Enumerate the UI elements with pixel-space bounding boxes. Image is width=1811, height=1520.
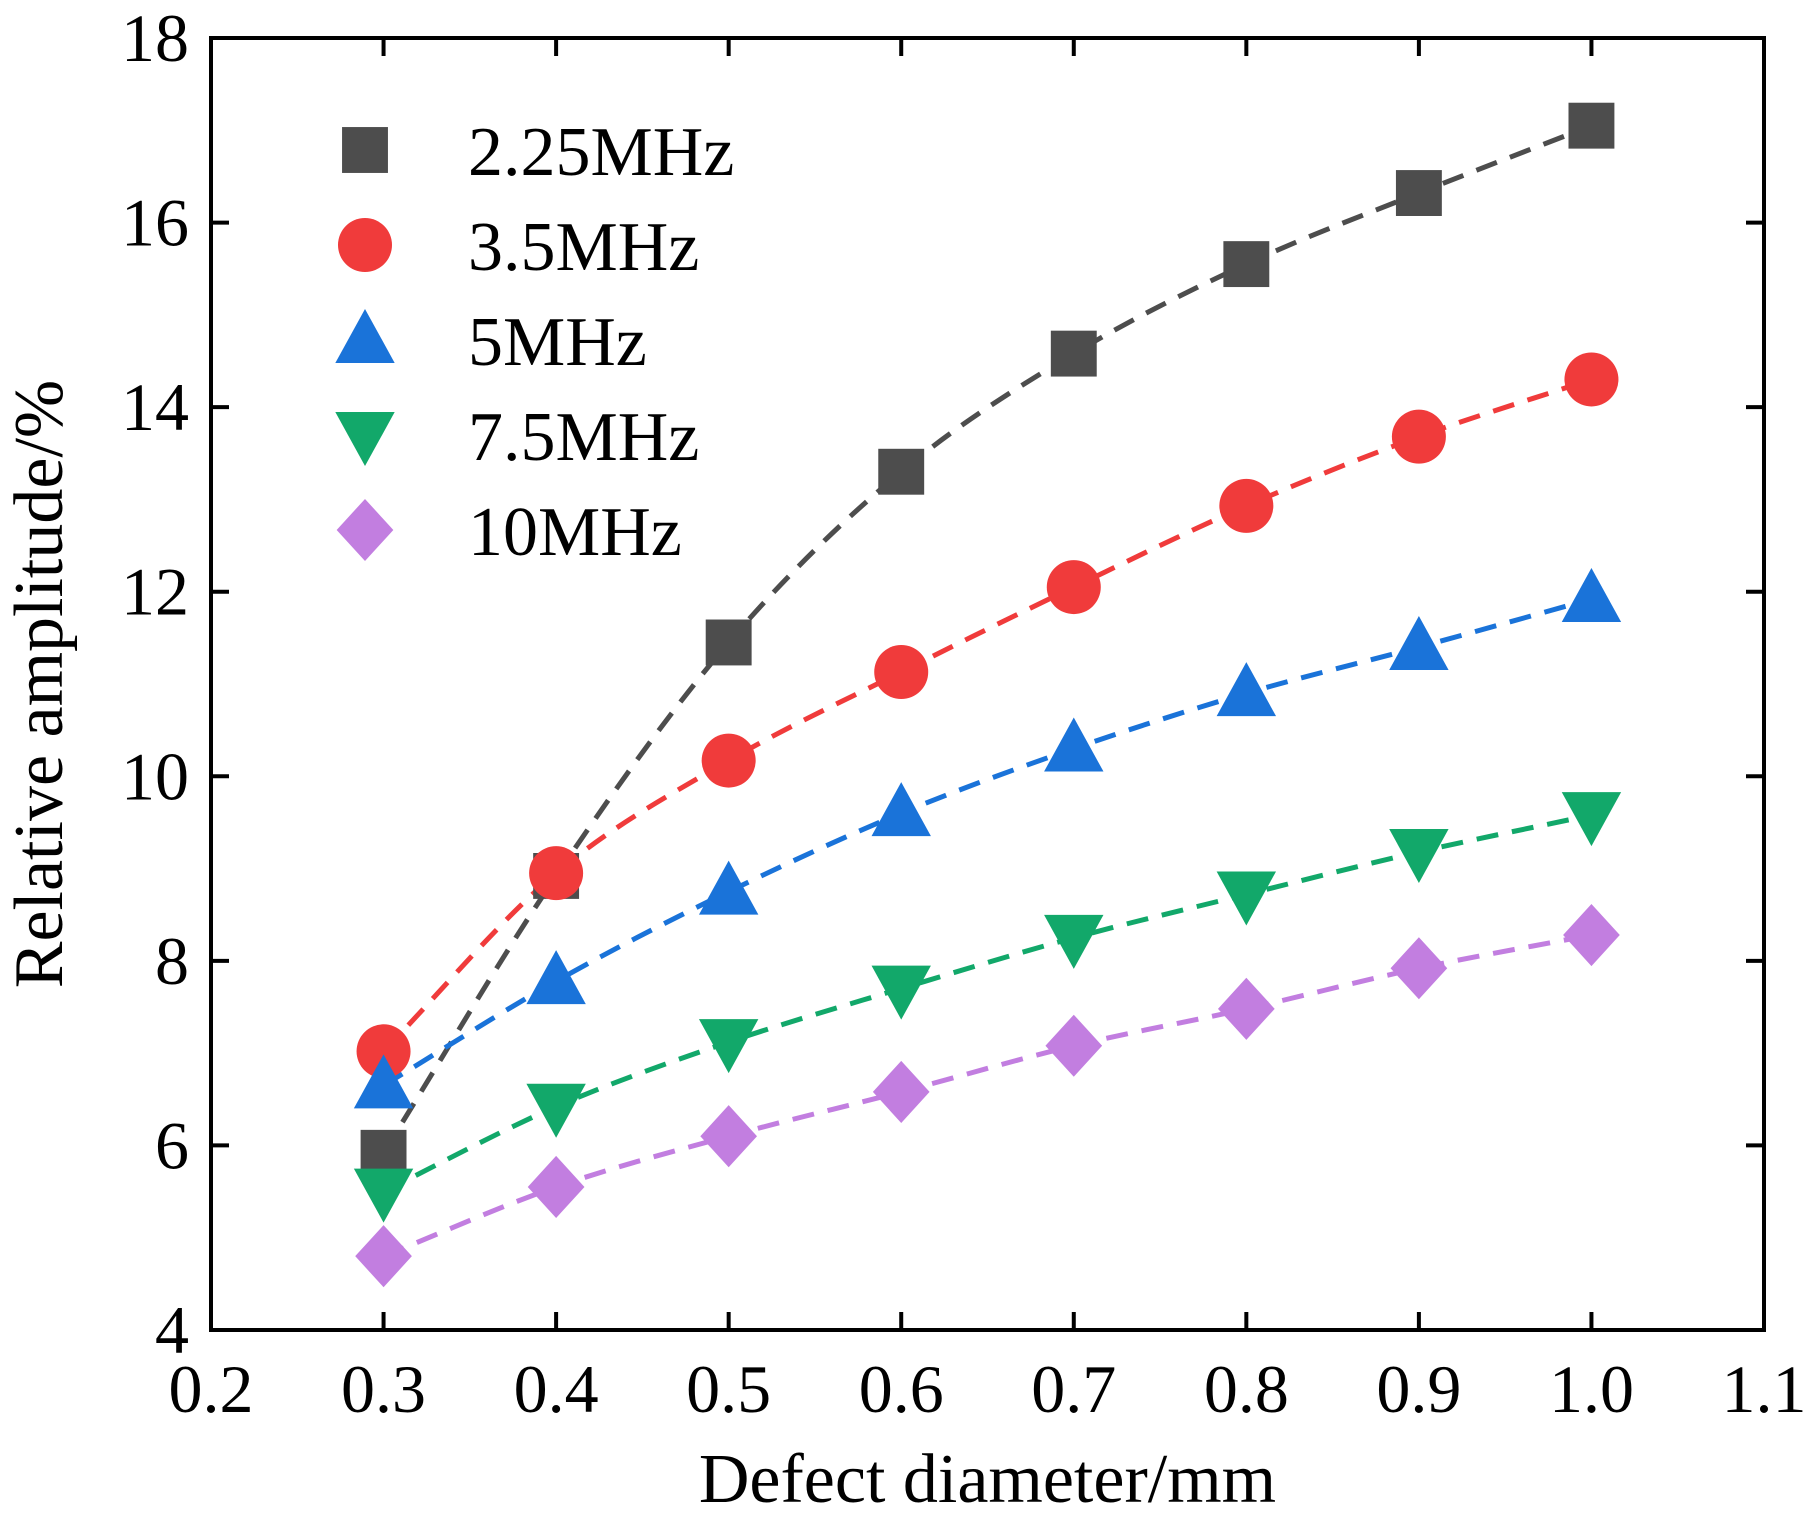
data-point-7-5mhz	[1561, 792, 1622, 847]
y-tick-label: 8	[155, 923, 189, 999]
data-point-2-25mhz	[1395, 170, 1442, 216]
data-point-10mhz	[1217, 977, 1275, 1040]
data-point-5mhz	[1216, 662, 1277, 717]
data-point-7-5mhz	[698, 1019, 759, 1074]
data-point-10mhz	[872, 1060, 930, 1123]
data-point-3-5mhz	[1391, 409, 1446, 464]
data-markers	[353, 102, 1622, 1288]
axis-ticks	[209, 36, 1766, 1332]
data-point-10mhz	[700, 1105, 758, 1168]
data-point-3-5mhz	[529, 846, 584, 901]
legend-label: 3.5MHz	[468, 209, 699, 286]
x-tick-label: 1.0	[1549, 1351, 1634, 1427]
data-point-3-5mhz	[874, 645, 929, 700]
x-tick-label: 0.8	[1204, 1351, 1289, 1427]
data-point-2-25mhz	[1568, 102, 1615, 149]
data-point-10mhz	[1563, 903, 1620, 967]
legend-label: 10MHz	[468, 494, 682, 571]
data-point-5mhz	[871, 782, 931, 837]
data-point-10mhz	[355, 1225, 412, 1288]
data-point-2-25mhz	[705, 619, 752, 666]
tick-labels: 0.2 0.3 0.4 0.5 0.6 0.7 0.8 0.9 1.0 1.1 4 6 8 10 12 14 1…	[121, 0, 1807, 1427]
data-point-5mhz	[1044, 717, 1104, 772]
y-tick-label: 4	[155, 1292, 189, 1368]
y-tick-label: 6	[155, 1107, 189, 1183]
y-tick-label: 16	[121, 185, 189, 261]
data-point-7-5mhz	[1389, 829, 1449, 884]
data-point-5mhz	[698, 860, 759, 915]
legend: 2.25MHz 3.5MHz 5MHz 7.5MHz 10MHz	[335, 114, 734, 571]
data-point-7-5mhz	[1216, 871, 1277, 926]
data-point-10mhz	[1045, 1014, 1103, 1077]
data-point-5mhz	[1389, 616, 1449, 671]
data-point-7-5mhz	[871, 965, 931, 1020]
data-point-10mhz	[527, 1155, 585, 1219]
data-point-3-5mhz	[1046, 560, 1101, 615]
data-point-3-5mhz	[1219, 478, 1274, 533]
plot-frame	[209, 36, 1766, 1332]
data-point-5mhz	[1561, 568, 1622, 623]
x-tick-label: 0.9	[1376, 1351, 1461, 1427]
x-tick-label: 0.2	[169, 1351, 254, 1427]
y-axis-label: Relative amplitude/%	[1, 380, 78, 988]
legend-label: 5MHz	[468, 304, 647, 381]
data-point-2-25mhz	[360, 1129, 407, 1176]
data-point-7-5mhz	[526, 1083, 586, 1138]
x-tick-label: 0.6	[859, 1351, 944, 1427]
data-point-7-5mhz	[353, 1168, 414, 1223]
y-tick-label: 12	[121, 554, 189, 630]
legend-label: 2.25MHz	[468, 114, 734, 191]
data-point-5mhz	[353, 1054, 414, 1109]
x-tick-label: 0.3	[341, 1351, 426, 1427]
y-tick-label: 18	[121, 0, 189, 76]
data-point-2-25mhz	[1050, 330, 1097, 377]
data-point-3-5mhz	[356, 1024, 411, 1079]
legend-marker-10mhz	[336, 498, 394, 562]
data-point-7-5mhz	[1044, 914, 1104, 969]
legend-marker-2-25mhz	[342, 127, 388, 173]
data-point-2-25mhz	[1223, 241, 1270, 288]
data-point-5mhz	[526, 950, 586, 1005]
legend-label: 7.5MHz	[468, 399, 699, 476]
x-tick-label: 0.4	[514, 1351, 599, 1427]
x-tick-label: 0.7	[1031, 1351, 1116, 1427]
x-axis-label: Defect diameter/mm	[699, 1441, 1276, 1518]
data-point-3-5mhz	[1564, 352, 1619, 407]
data-point-2-25mhz	[878, 448, 925, 495]
legend-marker-7-5mhz	[335, 412, 395, 467]
fit-line-3-5mhz	[381, 377, 1593, 1054]
y-tick-label: 14	[121, 369, 189, 445]
x-tick-label: 0.5	[686, 1351, 771, 1427]
data-point-10mhz	[1390, 937, 1448, 1000]
data-point-3-5mhz	[701, 733, 756, 788]
x-tick-label: 1.1	[1722, 1351, 1807, 1427]
y-tick-label: 10	[121, 738, 189, 814]
legend-marker-3-5mhz	[338, 218, 392, 272]
legend-marker-5mhz	[335, 308, 395, 363]
